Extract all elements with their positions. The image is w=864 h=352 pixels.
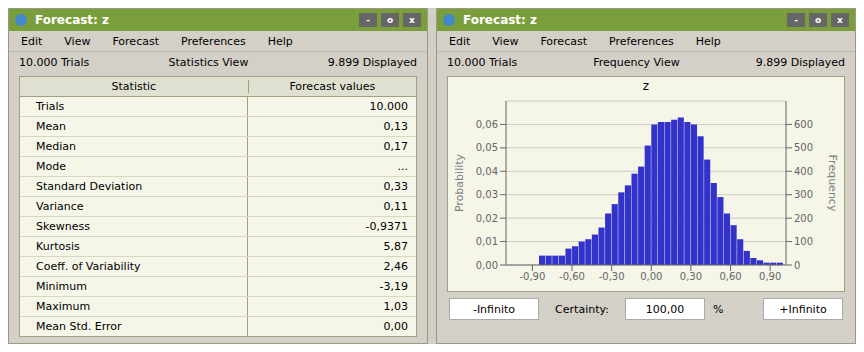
html-text:0,13: 0,13 bbox=[383, 120, 408, 133]
html-text:Forecast: z: Forecast: z bbox=[35, 13, 110, 27]
html-text:10.000 Trials: 10.000 Trials bbox=[19, 55, 90, 69]
svg-text:0: 0 bbox=[794, 260, 800, 271]
svg-text:500: 500 bbox=[794, 142, 813, 153]
html-text:Maximum: Maximum bbox=[36, 300, 91, 313]
html-text:View: View bbox=[492, 34, 519, 48]
svg-text:-0,30: -0,30 bbox=[599, 271, 625, 282]
svg-text:0,00: 0,00 bbox=[640, 271, 662, 282]
html-text:0,33: 0,33 bbox=[383, 180, 408, 193]
svg-text:0,04: 0,04 bbox=[476, 166, 498, 177]
html-text:Statistics View: Statistics View bbox=[168, 55, 249, 69]
html-text:Frequency View: Frequency View bbox=[593, 55, 680, 69]
svg-text:0,30: 0,30 bbox=[680, 271, 702, 282]
svg-text:0,60: 0,60 bbox=[719, 271, 741, 282]
html-text:Coeff. of Variability: Coeff. of Variability bbox=[36, 260, 141, 273]
svg-text:600: 600 bbox=[794, 119, 813, 130]
html-text:o: o bbox=[386, 15, 394, 25]
html-text:Mode: Mode bbox=[36, 160, 66, 173]
html-text:Help: Help bbox=[267, 34, 293, 48]
svg-text:0,90: 0,90 bbox=[759, 271, 781, 282]
html-text:o: o bbox=[814, 15, 822, 25]
html-text:5,87: 5,87 bbox=[383, 240, 408, 253]
html-text:10.000 Trials: 10.000 Trials bbox=[447, 55, 518, 69]
html-text:9.899 Displayed: 9.899 Displayed bbox=[755, 55, 845, 69]
svg-text:200: 200 bbox=[794, 213, 813, 224]
html-text:Edit: Edit bbox=[449, 34, 471, 48]
html-text:1,03: 1,03 bbox=[383, 300, 408, 313]
html-text:z: z bbox=[642, 79, 650, 93]
html-text:-3,19: -3,19 bbox=[379, 280, 408, 293]
html-text:Preferences: Preferences bbox=[181, 34, 246, 48]
html-text:View: View bbox=[64, 34, 91, 48]
svg-text:0,01: 0,01 bbox=[476, 236, 498, 247]
html-text:0,17: 0,17 bbox=[383, 140, 408, 153]
html-text:0,00: 0,00 bbox=[383, 320, 408, 333]
html-text:Edit: Edit bbox=[21, 34, 43, 48]
svg-text:100: 100 bbox=[794, 236, 813, 247]
html-text:x: x bbox=[409, 15, 415, 25]
html-text:Minimum: Minimum bbox=[36, 280, 87, 293]
svg-text:0,03: 0,03 bbox=[476, 189, 498, 200]
html-text:Forecast values: Forecast values bbox=[289, 80, 376, 93]
html-text:Forecast: Forecast bbox=[540, 34, 587, 48]
html-text:Trials: Trials bbox=[36, 100, 65, 113]
html-text:Mean Std. Error: Mean Std. Error bbox=[36, 320, 122, 333]
html-text:x: x bbox=[837, 15, 843, 25]
html-text:Skewness: Skewness bbox=[36, 220, 90, 233]
html-text:Forecast: z: Forecast: z bbox=[463, 13, 538, 27]
html-text:10.000: 10.000 bbox=[369, 100, 408, 113]
svg-text:0,06: 0,06 bbox=[476, 119, 498, 130]
html-text:Help: Help bbox=[695, 34, 721, 48]
html-text:Variance: Variance bbox=[36, 200, 84, 213]
html-text:Standard Deviation: Standard Deviation bbox=[36, 180, 143, 193]
html-text:9.899 Displayed: 9.899 Displayed bbox=[327, 55, 417, 69]
html-text:+Infinito: +Infinito bbox=[779, 302, 827, 316]
svg-text:0,00: 0,00 bbox=[476, 260, 498, 271]
html-text:-Infinito: -Infinito bbox=[472, 302, 516, 316]
svg-text:0,05: 0,05 bbox=[476, 142, 498, 153]
html-text:Mean: Mean bbox=[36, 120, 66, 133]
svg-text:0,02: 0,02 bbox=[476, 213, 498, 224]
html-text:100,00: 100,00 bbox=[645, 302, 685, 316]
html-text:Preferences: Preferences bbox=[609, 34, 674, 48]
html-text:0,11: 0,11 bbox=[383, 200, 408, 213]
html-text:2,46: 2,46 bbox=[383, 260, 408, 273]
svg-text:Frequency: Frequency bbox=[826, 155, 839, 212]
svg-text:300: 300 bbox=[794, 189, 813, 200]
html-text:Median: Median bbox=[36, 140, 76, 153]
svg-text:-0,60: -0,60 bbox=[559, 271, 585, 282]
svg-text:Probability: Probability bbox=[453, 153, 466, 212]
html-text:-0,9371: -0,9371 bbox=[365, 220, 408, 233]
svg-text:-0,90: -0,90 bbox=[519, 271, 545, 282]
svg-text:400: 400 bbox=[794, 166, 813, 177]
html-text:Statistic: Statistic bbox=[111, 80, 157, 93]
html-text:Kurtosis: Kurtosis bbox=[36, 240, 80, 253]
html-text:Certainty:: Certainty: bbox=[555, 302, 609, 316]
html-text:Forecast: Forecast bbox=[112, 34, 159, 48]
